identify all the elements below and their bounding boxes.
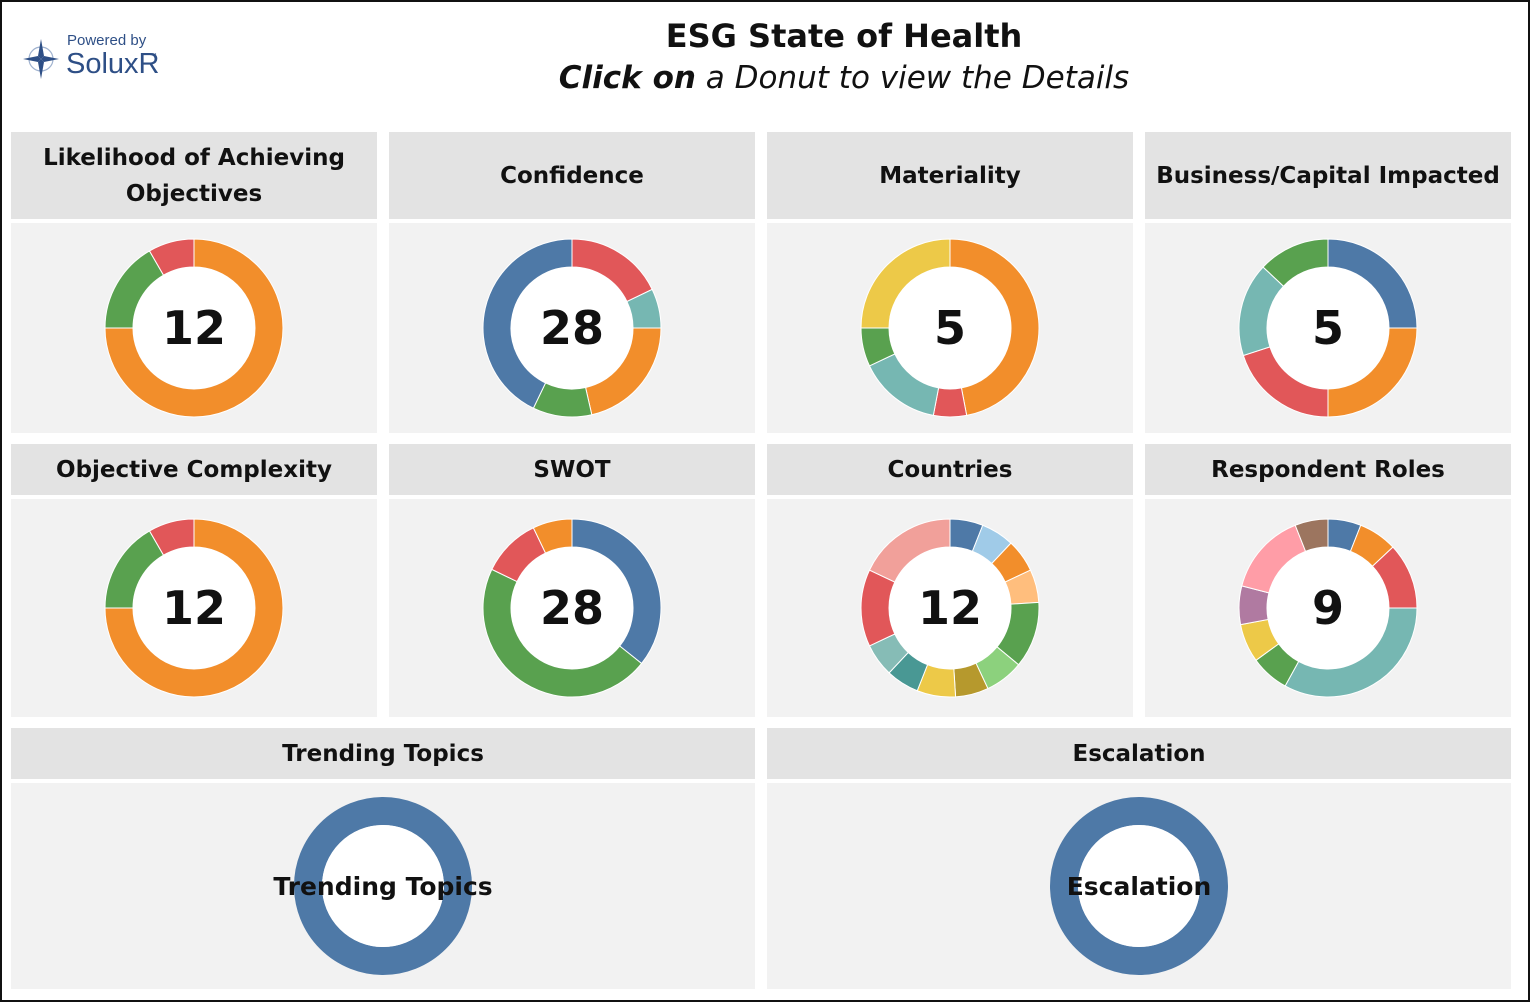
donut-center-label: 28 — [539, 581, 604, 635]
donut-svg — [1238, 238, 1418, 418]
donut-center-label: 28 — [539, 301, 604, 355]
subtitle-rest: a Donut to view the Details — [695, 60, 1130, 96]
donut-hole — [133, 547, 255, 669]
page-title: ESG State of Health — [665, 17, 1023, 55]
donut-trending-topics[interactable]: Trending Topics — [273, 796, 493, 976]
donut-hole — [322, 825, 444, 947]
donut-hole — [1267, 547, 1389, 669]
compass-star-icon — [23, 39, 59, 79]
panel-swot: 28 — [389, 499, 755, 717]
donut-center-label: 5 — [933, 301, 966, 355]
panel-title-countries: Countries — [767, 444, 1133, 495]
donut-slice[interactable] — [868, 518, 951, 583]
powered-by-label: Powered by — [67, 32, 147, 49]
panel-title-escalation: Escalation — [767, 728, 1511, 779]
panel-likelihood: 12 — [11, 223, 377, 433]
donut-center-label: 12 — [161, 581, 226, 635]
donut-svg — [860, 238, 1040, 418]
donut-svg — [482, 238, 662, 418]
donut-confidence[interactable]: 28 — [482, 238, 662, 418]
panel-business-capital: 5 — [1145, 223, 1511, 433]
donut-slice[interactable] — [294, 797, 472, 975]
donut-svg — [294, 797, 472, 975]
panel-escalation: Escalation — [767, 783, 1511, 989]
donut-countries[interactable]: 12 — [860, 518, 1040, 698]
donut-hole — [889, 267, 1011, 389]
panel-title-respondent-roles: Respondent Roles — [1145, 444, 1511, 495]
panel-materiality: 5 — [767, 223, 1133, 433]
donut-slice[interactable] — [1050, 797, 1228, 975]
donut-hole — [1078, 825, 1200, 947]
panel-respondent-roles: 9 — [1145, 499, 1511, 717]
donut-center-label: 9 — [1311, 581, 1344, 635]
donut-materiality[interactable]: 5 — [860, 238, 1040, 418]
donut-svg — [860, 518, 1040, 698]
panel-title-objective-complexity: Objective Complexity — [11, 444, 377, 495]
donut-escalation[interactable]: Escalation — [1049, 796, 1229, 976]
brand-name: SoluxR — [66, 48, 160, 80]
panel-countries: 12 — [767, 499, 1133, 717]
panel-confidence: 28 — [389, 223, 755, 433]
donut-center-label: Escalation — [1066, 871, 1212, 901]
panel-objective-complexity: 12 — [11, 499, 377, 717]
soluxr-logo: Powered by SoluxR ™ — [22, 28, 172, 88]
panel-title-swot: SWOT — [389, 444, 755, 495]
page-header: ESG State of Health Click on a Donut to … — [452, 16, 1236, 100]
donut-respondent-roles[interactable]: 9 — [1238, 518, 1418, 698]
donut-likelihood[interactable]: 12 — [104, 238, 284, 418]
donut-business-capital[interactable]: 5 — [1238, 238, 1418, 418]
donut-center-label: Trending Topics — [273, 871, 493, 901]
subtitle-emphasis: Click on — [558, 60, 696, 96]
donut-hole — [889, 547, 1011, 669]
donut-center-label: 12 — [161, 301, 226, 355]
donut-objective-complexity[interactable]: 12 — [104, 518, 284, 698]
donut-hole — [1267, 267, 1389, 389]
panel-title-materiality: Materiality — [767, 132, 1133, 219]
panel-title-likelihood: Likelihood of Achieving Objectives — [11, 132, 377, 219]
donut-svg — [104, 518, 284, 698]
panel-trending-topics: Trending Topics — [11, 783, 755, 989]
donut-hole — [133, 267, 255, 389]
panel-title-trending-topics: Trending Topics — [11, 728, 755, 779]
donut-svg — [482, 518, 662, 698]
panel-title-business-capital: Business/Capital Impacted — [1145, 132, 1511, 219]
donut-swot[interactable]: 28 — [482, 518, 662, 698]
donut-svg — [1050, 797, 1228, 975]
donut-hole — [511, 267, 633, 389]
donut-hole — [511, 547, 633, 669]
page-subtitle: Click on a Donut to view the Details — [452, 56, 1236, 100]
donut-center-label: 12 — [917, 581, 982, 635]
trademark-mark: ™ — [150, 52, 158, 61]
donut-slice[interactable] — [1262, 238, 1329, 287]
donut-svg — [104, 238, 284, 418]
donut-svg — [1238, 518, 1418, 698]
panel-title-confidence: Confidence — [389, 132, 755, 219]
donut-center-label: 5 — [1311, 301, 1344, 355]
